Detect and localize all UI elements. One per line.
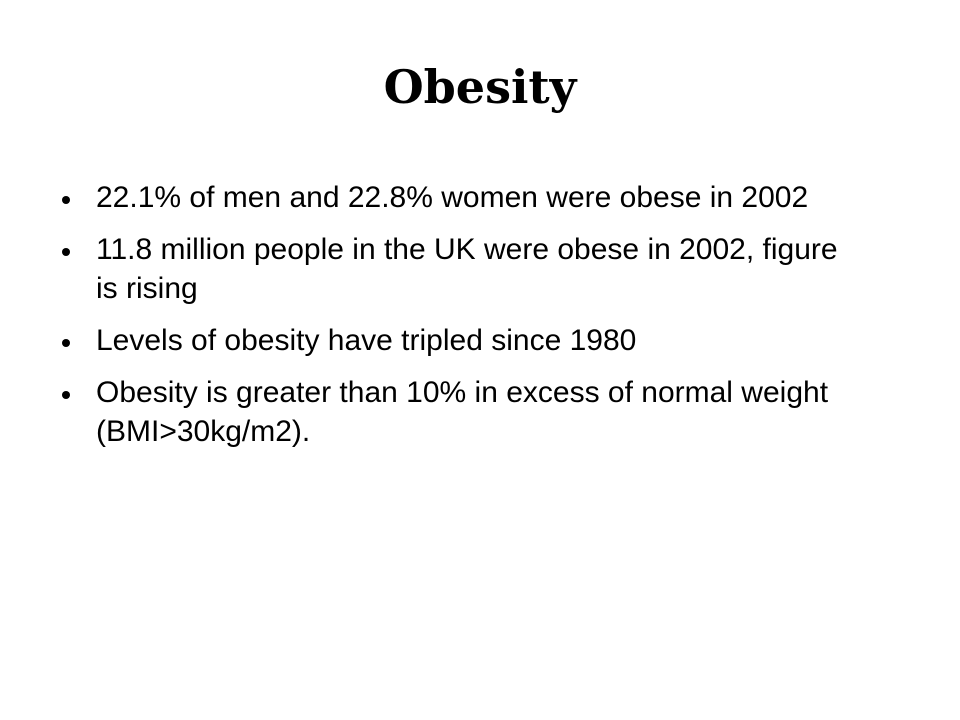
bullet-text: Levels of obesity have tripled since 198…	[96, 324, 637, 357]
bullet-item: 11.8 million people in the UK were obese…	[56, 230, 856, 308]
bullet-item: Obesity is greater than 10% in excess of…	[56, 373, 856, 451]
slide-title: Obesity	[383, 60, 577, 114]
bullet-dot-icon	[62, 391, 70, 399]
bullet-text: 22.1% of men and 22.8% women were obese …	[96, 181, 809, 214]
bullet-text: Obesity is greater than 10% in excess of…	[96, 376, 829, 448]
bullet-dot-icon	[62, 196, 70, 204]
bullet-item: Levels of obesity have tripled since 198…	[56, 321, 856, 360]
bullet-dot-icon	[62, 248, 70, 256]
bullet-text: 11.8 million people in the UK were obese…	[96, 233, 838, 305]
bullet-list: 22.1% of men and 22.8% women were obese …	[56, 178, 856, 464]
bullet-item: 22.1% of men and 22.8% women were obese …	[56, 178, 856, 217]
bullet-dot-icon	[62, 339, 70, 347]
